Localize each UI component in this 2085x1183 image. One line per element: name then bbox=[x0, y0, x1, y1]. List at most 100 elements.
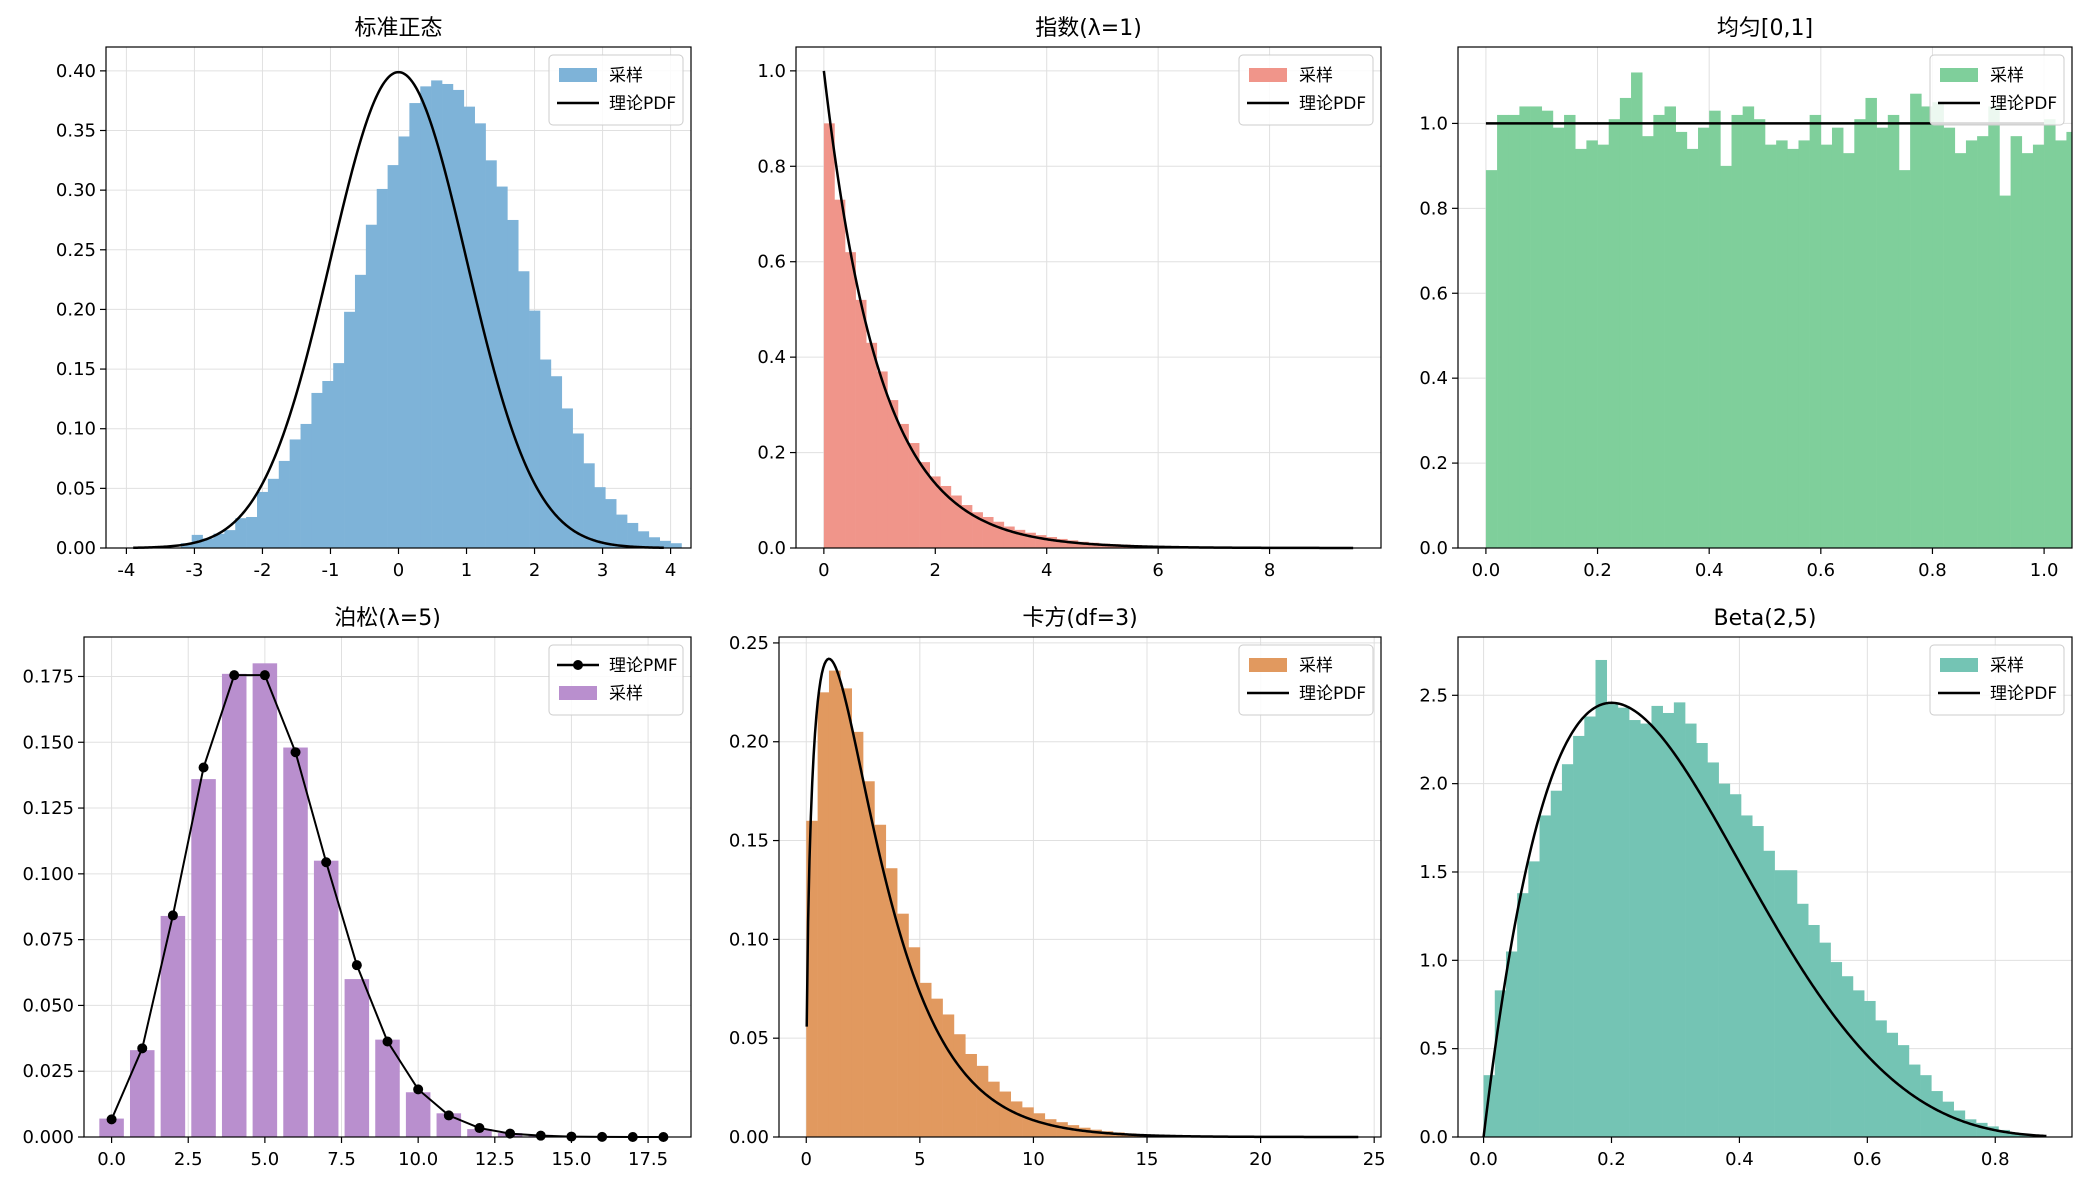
histogram-bar bbox=[2009, 1133, 2022, 1137]
histogram-bar bbox=[1953, 1110, 1966, 1137]
histogram-bar bbox=[1729, 794, 1742, 1137]
axes-frame bbox=[1457, 636, 2073, 1138]
histogram-bar bbox=[496, 186, 508, 549]
pmf-point bbox=[443, 1110, 454, 1121]
histogram-bar bbox=[828, 670, 841, 1137]
histogram-bar bbox=[1987, 1126, 1999, 1137]
histogram-bar bbox=[213, 533, 225, 548]
y-tick-label: 0.8 bbox=[757, 156, 786, 177]
histogram-bar bbox=[583, 463, 595, 548]
legend-label: 采样 bbox=[1299, 66, 1333, 86]
pmf-point bbox=[290, 747, 301, 758]
x-tick-label: 0.6 bbox=[1853, 1149, 1882, 1170]
y-tick-label: 0.20 bbox=[56, 299, 96, 320]
y-tick-label: 1.0 bbox=[1419, 113, 1448, 134]
x-tick-label: 15.0 bbox=[551, 1149, 591, 1170]
histogram-bar bbox=[224, 530, 236, 548]
histogram-bar bbox=[1024, 532, 1036, 548]
histogram-bar bbox=[1651, 705, 1663, 1137]
histogram-bar bbox=[659, 540, 671, 548]
y-tick-label: 1.5 bbox=[1419, 862, 1448, 883]
histogram-bar bbox=[1718, 783, 1731, 1137]
y-tick-label: 0.10 bbox=[56, 419, 96, 440]
y-tick-label: 0.000 bbox=[22, 1127, 74, 1148]
histogram-bar bbox=[670, 543, 682, 548]
x-tick-label: 0.0 bbox=[1472, 560, 1501, 581]
histogram-bar bbox=[2021, 153, 2034, 548]
panel-beta: Beta(2,5) 0.0 0.2 0.4 0.6 0.8 0.0 0.5 1.0 1.5 2.0… bbox=[1419, 606, 2073, 1170]
histogram-bar bbox=[322, 381, 334, 548]
pmf-point bbox=[137, 1043, 148, 1054]
histogram-bar bbox=[648, 537, 661, 548]
histogram-bar bbox=[1910, 93, 1922, 548]
histogram-bar bbox=[202, 538, 214, 548]
x-tick-label: 8 bbox=[1264, 560, 1275, 581]
bars bbox=[823, 123, 1290, 548]
sample-bar bbox=[467, 1129, 492, 1137]
histogram-bar bbox=[1595, 659, 1608, 1137]
x-tick-label: 4 bbox=[665, 560, 676, 581]
y-tick-label: 0.10 bbox=[729, 929, 769, 950]
histogram-bar bbox=[550, 376, 563, 548]
histogram-bar bbox=[929, 476, 941, 548]
histogram-bar bbox=[919, 462, 931, 548]
histogram-bar bbox=[876, 371, 888, 548]
histogram-bar bbox=[1752, 826, 1764, 1137]
histogram-bar bbox=[1921, 106, 1933, 549]
axes-frame bbox=[778, 636, 1382, 1138]
histogram-bar bbox=[863, 781, 875, 1137]
sample-bar bbox=[221, 673, 247, 1137]
sample-bar bbox=[191, 779, 216, 1137]
y-tick-label: 0.0 bbox=[757, 538, 786, 559]
histogram-bar bbox=[931, 998, 943, 1137]
y-tick-label: 0.15 bbox=[729, 831, 769, 852]
bars bbox=[806, 670, 1261, 1137]
histogram-bar bbox=[1931, 1091, 1943, 1137]
sample-bar bbox=[405, 1092, 431, 1137]
histogram-bar bbox=[993, 521, 1005, 548]
histogram-bar bbox=[387, 165, 399, 549]
histogram-bar bbox=[1820, 144, 1833, 549]
histogram-bar bbox=[539, 359, 552, 548]
pmf-point bbox=[474, 1123, 485, 1134]
histogram-bar bbox=[627, 522, 639, 548]
x-tick-label: 5.0 bbox=[251, 1149, 280, 1170]
bars bbox=[99, 663, 554, 1137]
panel-standard-normal: 标准正态 -4 -3 -2 -1 0 1 2 3 4 0.00 0.05 0.10 0.15 0.20 0.… bbox=[56, 16, 692, 581]
histogram-bar bbox=[1954, 153, 1967, 548]
x-tick-label: 0.4 bbox=[1725, 1149, 1754, 1170]
histogram-bar bbox=[2010, 136, 2023, 548]
x-tick-label: 0.0 bbox=[1469, 1149, 1498, 1170]
histogram-bar bbox=[1742, 106, 1755, 549]
histogram-bar bbox=[1517, 893, 1529, 1137]
histogram-bar bbox=[1631, 72, 1643, 548]
histogram-bar bbox=[1014, 529, 1026, 548]
histogram-bar bbox=[278, 460, 290, 548]
x-tick-label: -2 bbox=[253, 560, 271, 581]
histogram-bar bbox=[529, 310, 541, 548]
pmf-point bbox=[535, 1130, 546, 1141]
panel-poisson: 泊松(λ=5) 0.0 2.5 5.0 7.5 10.0 12.5 15.0 17.5 0.00… bbox=[22, 606, 692, 1170]
histogram-bar bbox=[919, 982, 932, 1137]
histogram-bar bbox=[1696, 743, 1708, 1137]
histogram-bar bbox=[594, 487, 606, 548]
x-tick-label: 0.0 bbox=[97, 1149, 126, 1170]
histogram-bar bbox=[1573, 735, 1585, 1137]
histogram-bar bbox=[1508, 114, 1520, 549]
legend-label: 理论PDF bbox=[1990, 684, 2057, 704]
histogram-bar bbox=[2032, 144, 2045, 549]
y-tick-label: 0.5 bbox=[1419, 1039, 1448, 1060]
x-tick-label: 3 bbox=[597, 560, 608, 581]
histogram-bar bbox=[1505, 951, 1518, 1137]
histogram-bar bbox=[823, 123, 835, 548]
histogram-bar bbox=[1483, 1075, 1496, 1137]
histogram-bar bbox=[806, 820, 818, 1137]
histogram-bar bbox=[1707, 762, 1719, 1137]
x-tick-label: 5 bbox=[914, 1149, 925, 1170]
histogram-bar bbox=[1741, 815, 1753, 1137]
panel-title: 卡方(df=3) bbox=[1022, 606, 1137, 631]
histogram-bar bbox=[1067, 1125, 1080, 1137]
